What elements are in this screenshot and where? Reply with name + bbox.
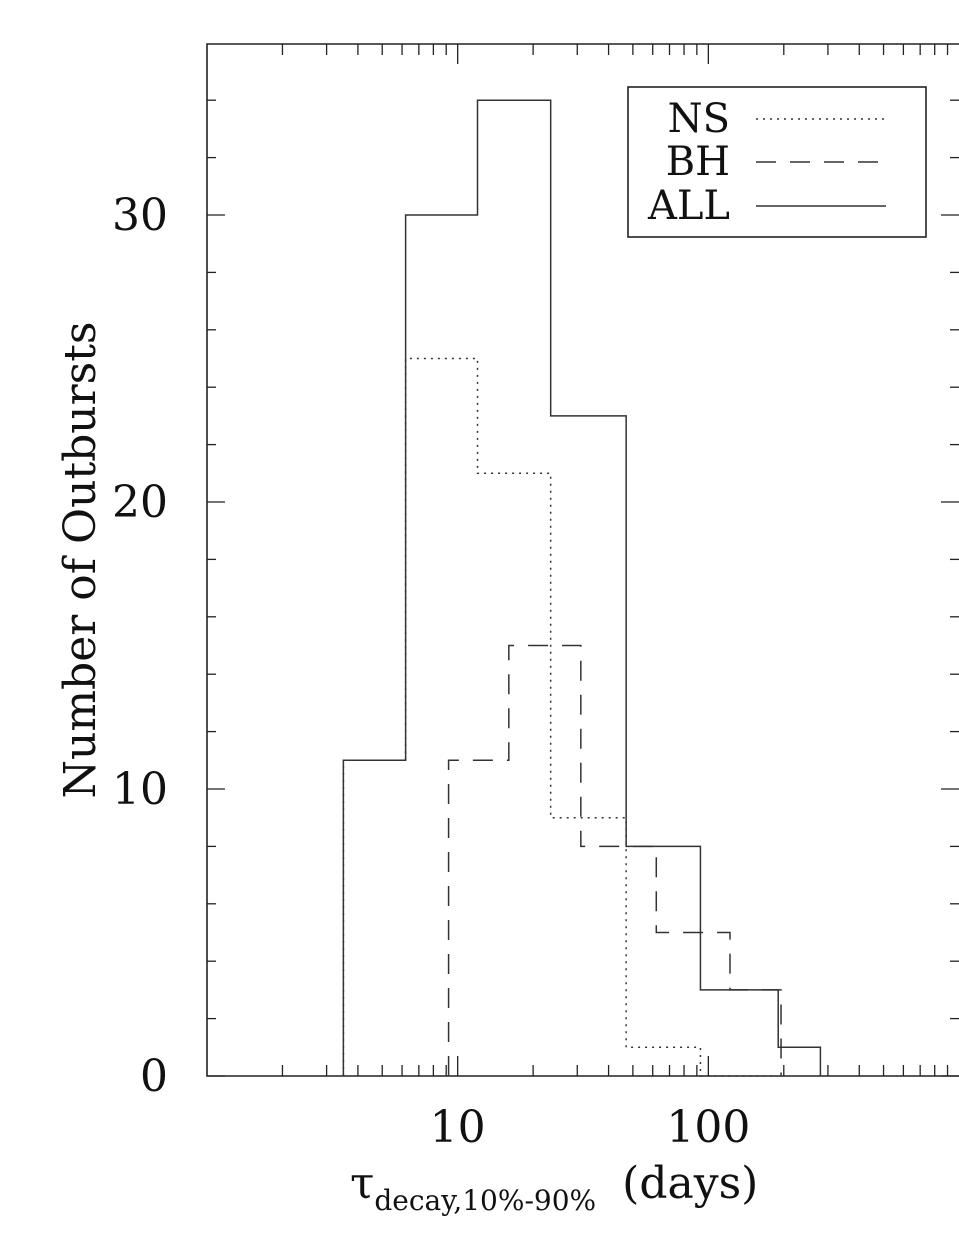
y-tick-label: 20 xyxy=(112,477,168,528)
x-axis-label-symbol: τ xyxy=(350,1158,374,1209)
series-bh-line xyxy=(447,644,782,1076)
x-tick-label: 100 xyxy=(666,1102,750,1153)
y-tick-label: 10 xyxy=(112,764,168,815)
legend-label-all: ALL xyxy=(647,183,730,229)
x-axis-label-unit: (days) xyxy=(622,1158,758,1209)
legend-label-bh: BH xyxy=(666,139,730,185)
legend-label-ns: NS xyxy=(668,96,730,142)
x-axis-label-subscript: decay,10%-90% xyxy=(374,1184,596,1217)
series-all-line xyxy=(342,99,822,1076)
y-tick-label: 0 xyxy=(140,1051,168,1102)
y-axis-label: Number of Outbursts xyxy=(55,321,106,798)
x-axis-label: τdecay,10%-90% (days) xyxy=(350,1158,758,1217)
series-ns-line xyxy=(342,357,773,1077)
y-tick-label: 30 xyxy=(112,190,168,241)
x-tick-label: 10 xyxy=(430,1102,486,1153)
